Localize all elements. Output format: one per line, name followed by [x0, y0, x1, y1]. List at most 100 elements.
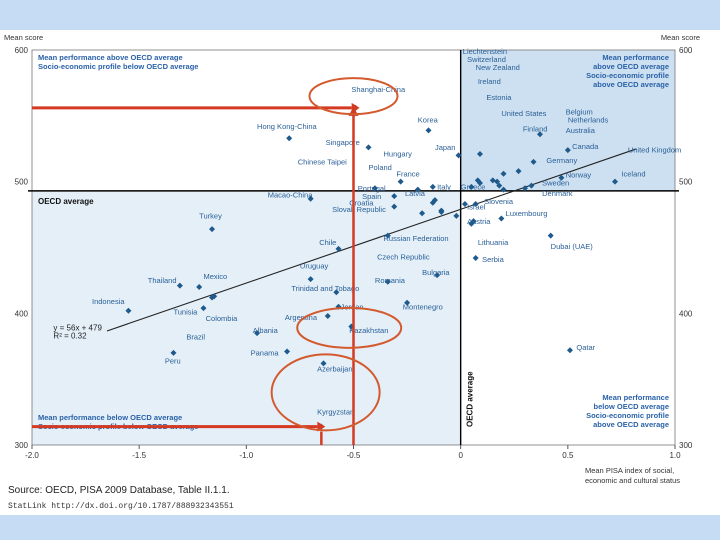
- data-point: [547, 232, 554, 239]
- point-label: Germany: [546, 156, 577, 165]
- data-point: [419, 210, 426, 217]
- data-point: [170, 349, 177, 356]
- data-point: [472, 201, 479, 208]
- highlight-circle: [308, 77, 399, 116]
- data-point: [461, 201, 468, 208]
- point-label: Mexico: [203, 272, 227, 281]
- point-label: Belgium: [566, 108, 593, 117]
- point-label: United Kingdom: [628, 146, 681, 155]
- point-label: Shanghai-China: [351, 85, 406, 94]
- point-label: Denmark: [542, 189, 573, 198]
- point-label: Japan: [435, 143, 455, 152]
- point-label: Estonia: [486, 93, 512, 102]
- data-point: [365, 144, 372, 151]
- point-label: Slovenia: [484, 197, 514, 206]
- quadrant-label-top-left: Socio-economic profile below OECD averag…: [38, 62, 198, 71]
- data-point: [307, 195, 314, 202]
- data-point: [500, 186, 507, 193]
- point-label: Slovak Republic: [332, 205, 386, 214]
- point-label: Croatia: [349, 198, 374, 207]
- point-label: Dubai (UAE): [551, 242, 594, 251]
- point-label: Finland: [523, 125, 548, 134]
- data-point: [472, 255, 479, 262]
- point-label: Sweden: [542, 179, 569, 188]
- point-label: Singapore: [326, 138, 360, 147]
- point-label: Qatar: [576, 343, 595, 352]
- point-label: Brazil: [186, 333, 205, 342]
- point-label: Ireland: [478, 77, 501, 86]
- point-label: Iceland: [621, 169, 645, 178]
- chart-svg: OECD average OECD average -2.0 -1.5 -1.0 -0.5…: [4, 33, 700, 485]
- point-label: Portugal: [358, 184, 386, 193]
- x-tick-label: -2.0: [25, 451, 39, 460]
- data-point: [496, 182, 503, 189]
- point-label: Chile: [319, 238, 336, 247]
- quadrant-label-top-right: Socio-economic profile: [586, 71, 669, 80]
- statlink-note: StatLink http://dx.doi.org/10.1787/88893…: [8, 502, 234, 511]
- point-label: Spain: [362, 192, 381, 201]
- highlight-circle: [296, 306, 403, 349]
- quadrant-bg-lower-left: [32, 190, 461, 445]
- point-label: Trinidad and Tobago: [291, 284, 359, 293]
- point-label: Panama: [251, 348, 280, 357]
- x-tick-label: 1.0: [669, 451, 681, 460]
- point-label: Tunisia: [173, 308, 198, 317]
- point-label: Macao-China: [268, 190, 313, 199]
- y-tick-label-left: 400: [15, 309, 29, 318]
- data-point: [209, 226, 216, 233]
- x-tick-label: 0: [458, 451, 463, 460]
- data-point: [196, 284, 203, 290]
- quadrant-label-top-right: above OECD average: [593, 80, 669, 89]
- data-point: [476, 151, 483, 158]
- point-label: Kazakhstan: [349, 326, 388, 335]
- point-label: Korea: [418, 115, 439, 124]
- point-label: France: [396, 169, 419, 178]
- data-point: [254, 330, 261, 337]
- point-label: Liechtenstein: [463, 47, 507, 56]
- oecd-average-label-v: OECD average: [466, 371, 475, 427]
- y-tick-label-right: 300: [679, 441, 693, 450]
- y-tick-label-right: 500: [679, 178, 693, 187]
- data-point: [324, 312, 331, 319]
- data-point: [320, 360, 327, 367]
- data-point: [200, 305, 207, 312]
- x-tick-label: -1.0: [239, 451, 253, 460]
- point-label: Netherlands: [568, 115, 609, 124]
- data-point: [209, 294, 216, 301]
- point-label: Poland: [369, 163, 392, 172]
- data-point: [530, 158, 537, 165]
- point-label: Hungary: [384, 150, 413, 159]
- data-point: [429, 183, 436, 190]
- y-tick-label-right: 400: [679, 309, 693, 318]
- point-label: Lithuania: [478, 238, 509, 247]
- quadrant-label-top-left: Mean performance above OECD average: [38, 53, 183, 62]
- point-label: Chinese Taipei: [298, 158, 347, 167]
- data-point: [434, 272, 441, 279]
- y-tick-label-left: 300: [15, 441, 29, 450]
- data-point: [333, 289, 340, 296]
- data-point: [455, 152, 462, 159]
- data-point: [564, 147, 571, 154]
- data-point: [429, 199, 436, 206]
- data-point: [468, 220, 475, 227]
- data-point: [558, 174, 565, 181]
- point-label: Luxembourg: [506, 209, 548, 218]
- point-label: Montenegro: [403, 302, 443, 311]
- point-label: Bulgaria: [422, 268, 450, 277]
- quadrant-label-bottom-right: below OECD average: [594, 402, 669, 411]
- y-axis-title-right: Mean score: [661, 33, 700, 42]
- point-label: Australia: [566, 126, 596, 135]
- data-point: [307, 276, 314, 283]
- data-point: [500, 170, 507, 177]
- point-label: Colombia: [206, 314, 239, 323]
- data-point: [384, 232, 391, 239]
- data-point: [384, 278, 391, 285]
- regression-line: [106, 148, 637, 332]
- quadrant-label-bottom-left: Mean performance below OECD average: [38, 413, 182, 422]
- highlight-arrowhead: [317, 421, 326, 432]
- oecd-average-label-h: OECD average: [38, 197, 94, 206]
- point-label: Albania: [253, 326, 279, 335]
- quadrant-label-bottom-right: Mean performance: [602, 393, 669, 402]
- point-label: Turkey: [199, 212, 222, 221]
- x-axis-title: Mean PISA index of social,: [585, 466, 674, 475]
